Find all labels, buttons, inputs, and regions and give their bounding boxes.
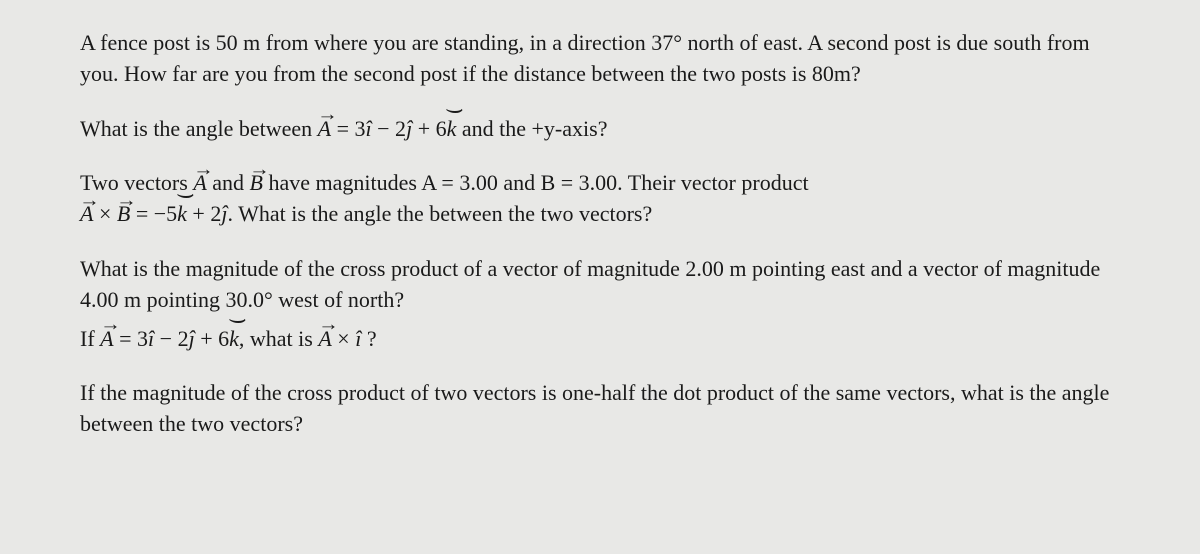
problem-5: If A = 3î − 2ĵ + 6k, what is A × î ? xyxy=(80,324,1120,355)
p2-pre: What is the angle between xyxy=(80,116,318,141)
problem-4-text: What is the magnitude of the cross produ… xyxy=(80,256,1100,312)
p5-post: ? xyxy=(361,326,376,351)
problem-1: A fence post is 50 m from where you are … xyxy=(80,28,1120,90)
unit-k: k xyxy=(447,114,457,145)
problem-6-text: If the magnitude of the cross product of… xyxy=(80,380,1109,436)
problem-2: What is the angle between A = 3î − 2ĵ + … xyxy=(80,114,1120,145)
vector-b: B xyxy=(250,168,263,199)
problem-6: If the magnitude of the cross product of… xyxy=(80,378,1120,440)
p3-eq2: = −5 xyxy=(130,201,177,226)
p5-mid: , what is xyxy=(239,326,318,351)
unit-k: k xyxy=(229,324,239,355)
vector-b: B xyxy=(117,199,130,230)
problem-3: Two vectors A and B have magnitudes A = … xyxy=(80,168,1120,230)
p2-plus: + 6 xyxy=(412,116,446,141)
vector-a: A xyxy=(80,199,93,230)
vector-a: A xyxy=(193,168,206,199)
vector-a: A xyxy=(318,324,331,355)
p3-post: . What is the angle the between the two … xyxy=(227,201,652,226)
p2-minus: − 2 xyxy=(372,116,406,141)
vector-a: A xyxy=(318,114,331,145)
p5-minus: − 2 xyxy=(154,326,188,351)
vector-a: A xyxy=(100,324,113,355)
problem-1-text: A fence post is 50 m from where you are … xyxy=(80,30,1090,86)
p3-mid: have magnitudes A = 3.00 and B = 3.00. T… xyxy=(263,170,809,195)
p5-pre: If xyxy=(80,326,100,351)
p5-plus: + 6 xyxy=(195,326,229,351)
p2-post: and the +y-axis? xyxy=(456,116,607,141)
unit-k: k xyxy=(177,199,187,230)
